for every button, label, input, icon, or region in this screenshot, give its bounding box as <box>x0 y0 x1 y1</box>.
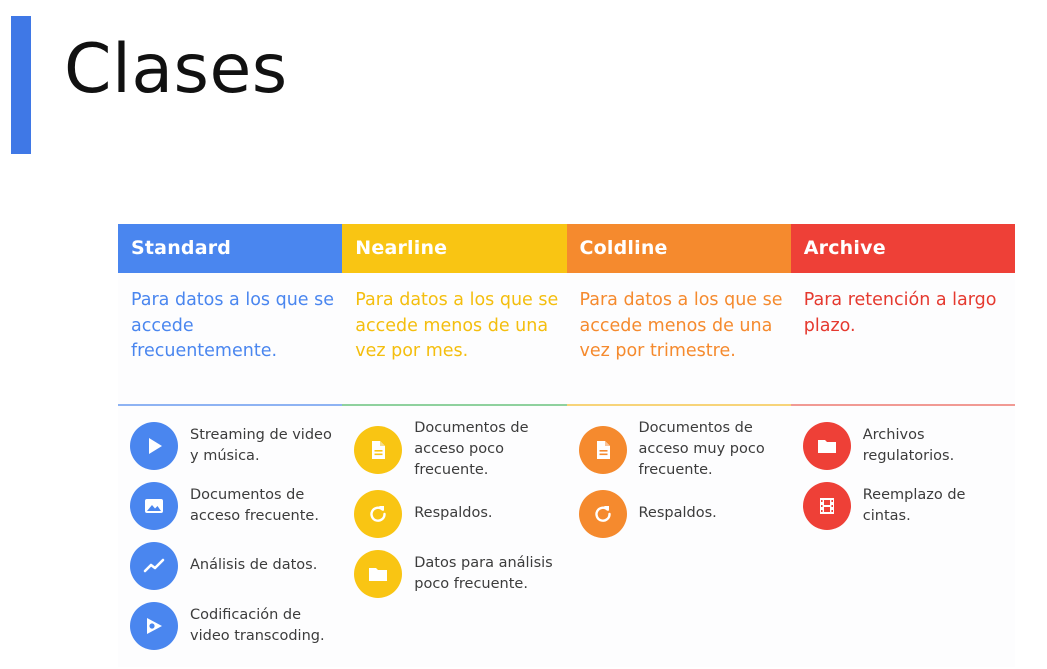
item-label: Archivos regulatorios. <box>862 426 955 464</box>
column-header-nearline: Nearline <box>342 224 567 273</box>
list-item: Streaming de video y música. <box>118 418 342 473</box>
item-label: Documentos de acceso poco frecuente. <box>414 420 529 478</box>
item-label: Respaldos. <box>414 505 493 521</box>
list-item: Análisis de datos. <box>118 538 342 593</box>
title-accent-bar <box>11 16 31 154</box>
column-items-nearline: Documentos de acceso poco frecuente. Res… <box>342 406 566 601</box>
document-icon <box>578 425 627 474</box>
item-label: Respaldos. <box>638 505 717 521</box>
play-icon <box>130 421 178 470</box>
trend-line-icon <box>130 541 178 590</box>
column-archive: Archive Para retención a largo plazo. Ar… <box>790 224 1015 667</box>
column-divider <box>790 404 1015 406</box>
list-item: Reemplazo de cintas. <box>791 478 1015 533</box>
list-item: Documentos de acceso muy poco frecuente. <box>567 418 791 481</box>
item-label: Documentos de acceso muy poco frecuente. <box>638 420 765 478</box>
backup-icon <box>354 489 403 538</box>
film-icon <box>802 481 851 530</box>
list-item: Respaldos. <box>342 486 566 541</box>
list-item: Archivos regulatorios. <box>791 418 1015 473</box>
column-divider <box>566 404 791 406</box>
column-divider <box>342 404 567 406</box>
column-divider <box>118 404 343 406</box>
list-item: Datos para análisis poco frecuente. <box>342 546 566 601</box>
page-title: Clases <box>64 30 288 109</box>
list-item: Documentos de acceso frecuente. <box>118 478 342 533</box>
item-label: Streaming de video y música. <box>190 426 332 464</box>
column-description-nearline: Para datos a los que se accede menos de … <box>355 290 559 361</box>
column-header-standard: Standard <box>118 224 343 273</box>
column-description-coldline: Para datos a los que se accede menos de … <box>579 290 783 361</box>
column-header-archive: Archive <box>790 224 1015 273</box>
column-nearline: Nearline Para datos a los que se accede … <box>342 224 567 667</box>
list-item: Respaldos. <box>567 486 791 541</box>
item-label: Datos para análisis poco frecuente. <box>414 554 553 592</box>
column-header-coldline: Coldline <box>566 224 791 273</box>
item-label: Reemplazo de cintas. <box>862 486 966 524</box>
image-icon <box>130 481 178 530</box>
list-item: Codificación de video transcoding. <box>118 598 342 653</box>
video-transcode-icon <box>130 601 178 650</box>
column-items-archive: Archivos regulatorios. Reemplazo de cint… <box>791 406 1015 533</box>
backup-icon <box>578 489 627 538</box>
item-label: Documentos de acceso frecuente. <box>190 486 319 524</box>
column-coldline: Coldline Para datos a los que se accede … <box>566 224 791 667</box>
column-items-standard: Streaming de video y música. Documentos … <box>118 406 342 653</box>
item-label: Codificación de video transcoding. <box>190 606 325 644</box>
column-description-standard: Para datos a los que se accede frecuente… <box>131 290 335 361</box>
folder-icon <box>354 549 403 598</box>
storage-classes-table: Standard Para datos a los que se accede … <box>118 224 1015 667</box>
item-label: Análisis de datos. <box>190 557 318 573</box>
document-icon <box>354 425 403 474</box>
list-item: Documentos de acceso poco frecuente. <box>342 418 566 481</box>
column-standard: Standard Para datos a los que se accede … <box>118 224 343 667</box>
folder-icon <box>802 421 851 470</box>
column-description-archive: Para retención a largo plazo. <box>803 290 997 336</box>
column-items-coldline: Documentos de acceso muy poco frecuente.… <box>567 406 791 541</box>
